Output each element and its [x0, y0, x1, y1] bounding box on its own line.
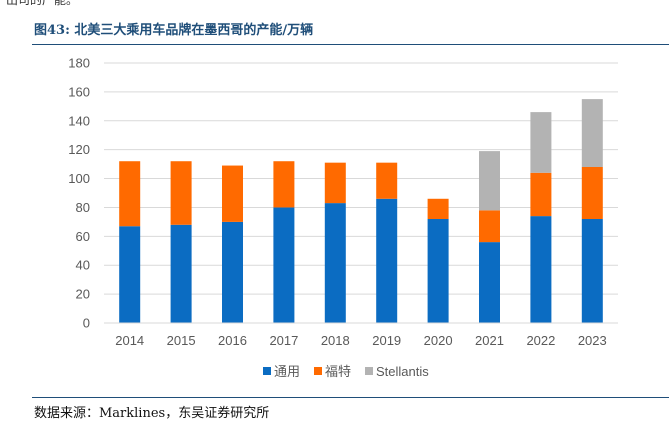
- bar-2022-series-2: [530, 112, 552, 173]
- bar-stacks: [119, 99, 603, 323]
- preceding-text-fragment: 出司的产能。: [6, 0, 79, 7]
- x-tick-label: 2018: [321, 333, 350, 348]
- bar-2014-series-0: [119, 226, 141, 323]
- figure-title: 图43: 北美三大乘用车品牌在墨西哥的产能/万辆: [34, 23, 314, 38]
- bar-2021-series-0: [479, 242, 500, 323]
- legend: 通用 福特 Stellantis: [263, 364, 429, 379]
- bar-2014-series-1: [119, 161, 141, 227]
- bar-2021-series-1: [479, 210, 500, 243]
- legend-label-0: 通用: [274, 364, 300, 379]
- x-tick-label: 2017: [269, 333, 298, 348]
- legend-label-2: Stellantis: [376, 364, 429, 379]
- x-tick-label: 2016: [218, 333, 247, 348]
- y-tick-label: 80: [76, 200, 90, 215]
- bar-2015-series-0: [170, 224, 192, 323]
- bar-2017-series-1: [273, 161, 295, 208]
- legend-swatch-2: [365, 367, 373, 375]
- bar-2016-series-0: [222, 221, 243, 323]
- bar-2021-series-2: [479, 151, 500, 211]
- source-rule: [32, 397, 669, 398]
- y-tick-label: 140: [68, 113, 90, 128]
- bar-2019-series-1: [376, 162, 398, 199]
- y-tick-label: 160: [68, 84, 90, 99]
- y-tick-label: 180: [68, 56, 90, 71]
- bar-2022-series-1: [530, 172, 552, 217]
- bar-2020-series-1: [427, 198, 449, 219]
- x-tick-label: 2019: [372, 333, 401, 348]
- x-tick-label: 2020: [424, 333, 453, 348]
- title-rule: [32, 44, 669, 45]
- x-tick-label: 2014: [115, 333, 144, 348]
- x-tick-label: 2021: [475, 333, 504, 348]
- bar-2023-series-0: [581, 219, 603, 323]
- bar-2018-series-1: [324, 162, 346, 204]
- y-tick-label: 120: [68, 142, 90, 157]
- x-tick-label: 2022: [526, 333, 555, 348]
- bar-2017-series-0: [273, 207, 295, 323]
- y-tick-label: 0: [83, 316, 90, 331]
- bar-2019-series-0: [376, 198, 398, 323]
- source-note: 数据来源：Marklines，东吴证券研究所: [34, 406, 270, 421]
- x-axis-ticks: 2014 2015 2016 2017 2018 2019 2020 2021 2022 2023: [104, 322, 618, 348]
- bar-2018-series-0: [324, 203, 346, 323]
- legend-swatch-0: [263, 367, 271, 375]
- bar-2020-series-0: [427, 219, 449, 323]
- bar-2016-series-1: [222, 165, 243, 222]
- x-tick-label: 2023: [578, 333, 607, 348]
- y-tick-label: 40: [76, 258, 90, 273]
- y-tick-label: 100: [68, 171, 90, 186]
- y-tick-label: 20: [76, 287, 90, 302]
- bar-2015-series-1: [170, 161, 192, 225]
- bar-2023-series-1: [581, 167, 603, 219]
- y-axis-ticks: 0 20 40 60 80 100 120 140 160 180: [68, 56, 90, 331]
- y-tick-label: 60: [76, 229, 90, 244]
- x-tick-label: 2015: [167, 333, 196, 348]
- bar-2023-series-2: [581, 99, 603, 167]
- bar-2022-series-0: [530, 216, 552, 323]
- legend-label-1: 福特: [325, 364, 351, 379]
- legend-swatch-1: [314, 367, 322, 375]
